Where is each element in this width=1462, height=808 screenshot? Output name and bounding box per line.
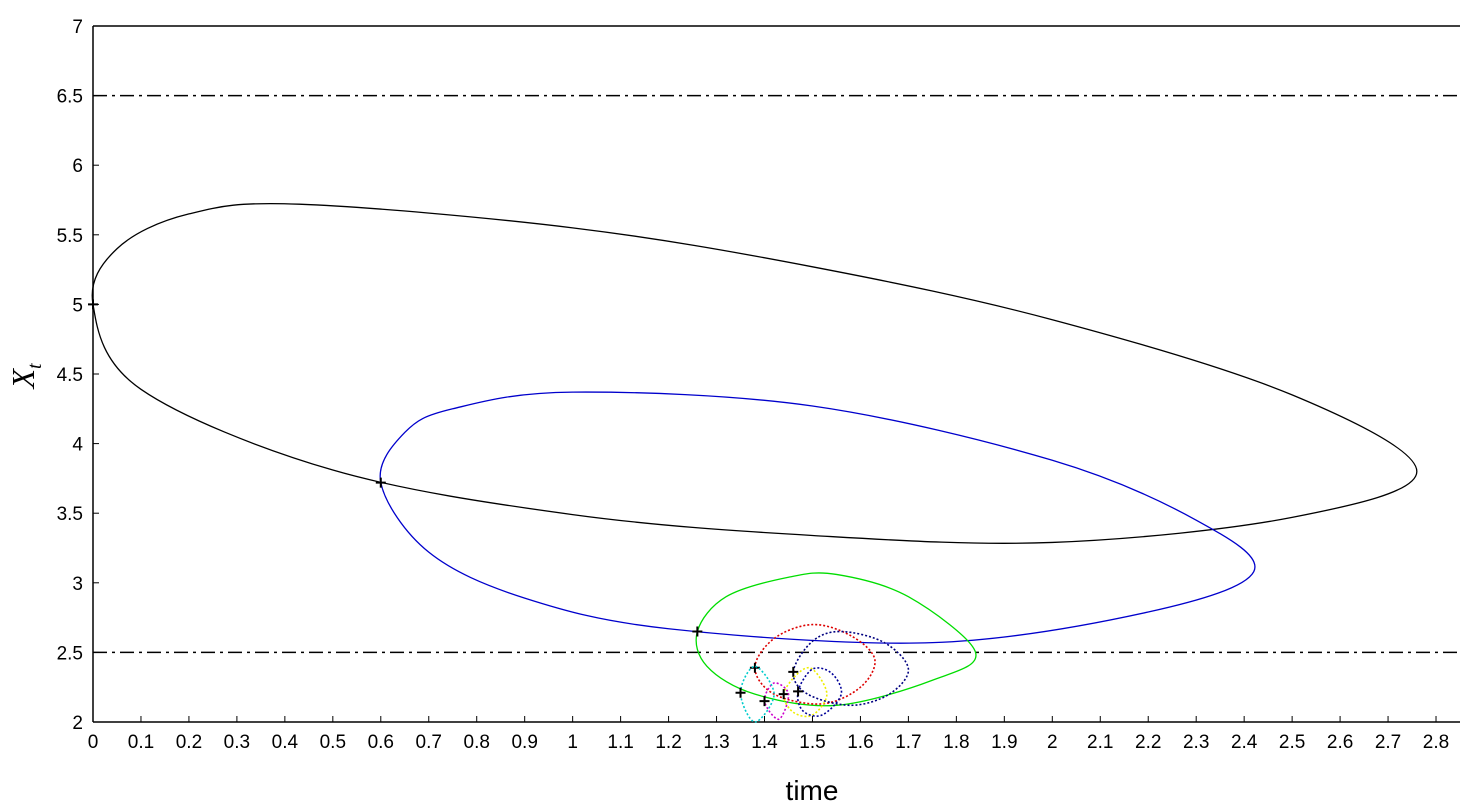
x-tick-label: 1.5 [799,732,825,753]
x-tick-label: 1.1 [607,732,633,753]
start-marker [88,299,98,310]
y-tick-label: 4.5 [57,365,83,386]
y-tick-label: 3 [72,574,83,595]
x-tick-label: 1.2 [655,732,681,753]
x-tick-label: 1.3 [703,732,729,753]
x-tick-label: 1.6 [847,732,873,753]
x-tick-label: 2.7 [1375,732,1401,753]
y-axis-label-subscript: t [24,363,46,369]
x-tick-label: 0.7 [416,732,442,753]
x-tick-label: 2.4 [1231,732,1258,753]
x-tick-label: 1 [567,732,578,753]
curve [754,623,876,705]
x-tick-label: 1.7 [895,732,921,753]
start-marker [375,477,386,488]
curve [91,202,1418,544]
x-tick-label: 2.5 [1279,732,1305,753]
y-axis-label-main: X [5,368,41,391]
x-tick-label: 2.2 [1135,732,1161,753]
x-tick-label: 0.2 [176,732,202,753]
x-tick-label: 1.8 [943,732,969,753]
x-tick-label: 0.5 [320,732,346,753]
x-tick-label: 0.1 [128,732,154,753]
y-tick-label: 2.5 [57,643,83,664]
x-tick-label: 1.4 [751,732,778,753]
x-tick-label: 2.8 [1423,732,1449,753]
curve [763,682,790,721]
y-tick-label: 7 [72,17,83,38]
y-axis-label: Xt [5,363,46,391]
y-tick-label: 6.5 [57,87,83,108]
x-tick-label: 0.9 [511,732,537,753]
curve [379,391,1256,644]
y-tick-label: 3.5 [57,504,83,525]
x-tick-label: 0 [88,732,99,753]
x-axis-label: time [786,775,839,806]
x-tick-label: 0.8 [464,732,490,753]
x-tick-label: 2.3 [1183,732,1209,753]
x-tick-label: 1.9 [991,732,1017,753]
curve [739,665,775,723]
start-marker [735,687,746,698]
start-marker [749,662,760,673]
curve [782,666,828,718]
y-tick-label: 6 [72,156,83,177]
curve [695,572,977,707]
start-marker [778,689,789,700]
curve [796,667,843,717]
y-tick-label: 5.5 [57,226,83,247]
x-tick-label: 0.6 [368,732,394,753]
y-tick-label: 4 [72,435,83,456]
start-marker [788,666,799,677]
start-marker [692,626,703,637]
curve [792,630,910,707]
start-marker [793,686,804,697]
x-tick-label: 2.6 [1327,732,1353,753]
x-tick-label: 2.1 [1087,732,1113,753]
y-tick-label: 5 [72,295,83,316]
x-tick-label: 2 [1047,732,1058,753]
x-tick-label: 0.4 [272,732,299,753]
x-tick-label: 0.3 [224,732,250,753]
y-tick-label: 2 [72,713,83,734]
start-marker [759,696,770,707]
